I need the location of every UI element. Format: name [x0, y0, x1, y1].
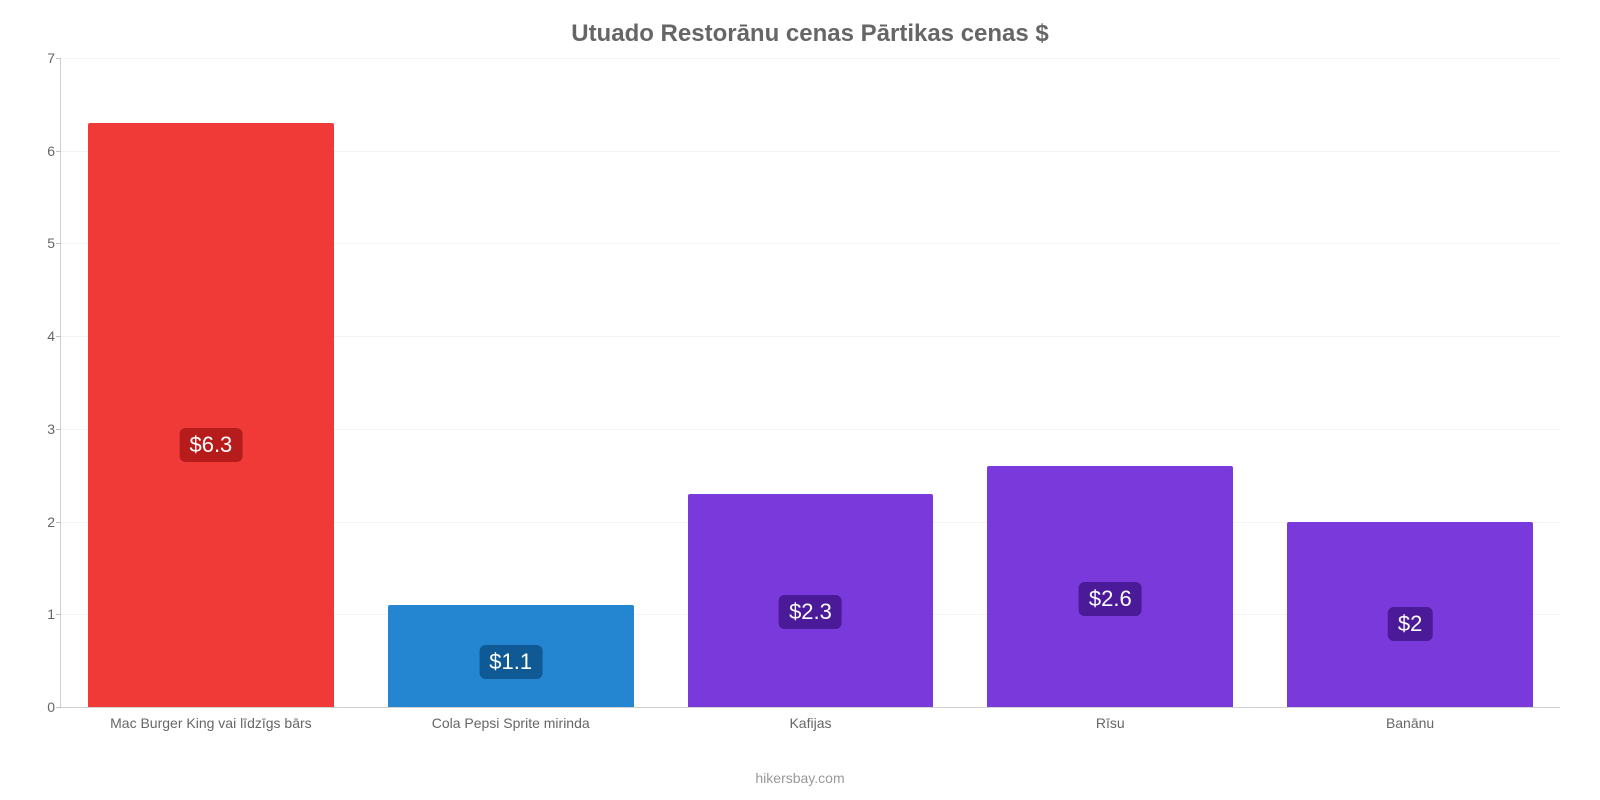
bar-value-label: $2.3	[779, 595, 842, 629]
x-axis-label: Cola Pepsi Sprite mirinda	[361, 707, 661, 731]
bar-value-label: $1.1	[479, 645, 542, 679]
chart-title: Utuado Restorānu cenas Pārtikas cenas $	[60, 20, 1560, 48]
bar: $1.1	[388, 605, 634, 707]
plot-area: $6.3$1.1$2.3$2.6$2 Mac Burger King vai l…	[60, 58, 1560, 708]
bar-slot: $2	[1260, 58, 1560, 707]
x-axis-label: Rīsu	[960, 707, 1260, 731]
bar: $2.3	[688, 494, 934, 707]
x-axis-label: Mac Burger King vai līdzīgs bārs	[61, 707, 361, 731]
y-tick-label: 7	[31, 50, 55, 66]
x-axis: Mac Burger King vai līdzīgs bārsCola Pep…	[61, 707, 1560, 731]
bar-slot: $6.3	[61, 58, 361, 707]
bar-slot: $2.6	[960, 58, 1260, 707]
y-tick-label: 5	[31, 235, 55, 251]
chart-container: Utuado Restorānu cenas Pārtikas cenas $ …	[0, 0, 1600, 800]
y-tick-label: 3	[31, 421, 55, 437]
bar-slot: $1.1	[361, 58, 661, 707]
bar-value-label: $2.6	[1079, 582, 1142, 616]
bars-group: $6.3 $1.1 $2.3 $2.6 $2	[61, 58, 1560, 707]
y-tick-label: 1	[31, 606, 55, 622]
bar: $6.3	[88, 123, 334, 707]
bar: $2.6	[987, 466, 1233, 707]
y-tick-mark	[56, 707, 61, 708]
attribution-text: hikersbay.com	[0, 770, 1600, 786]
bar-value-label: $2	[1388, 607, 1432, 641]
y-tick-label: 0	[31, 699, 55, 715]
x-axis-label: Banānu	[1260, 707, 1560, 731]
bar: $2	[1287, 522, 1533, 707]
y-tick-label: 2	[31, 514, 55, 530]
bar-slot: $2.3	[661, 58, 961, 707]
bar-value-label: $6.3	[179, 428, 242, 462]
y-tick-label: 6	[31, 143, 55, 159]
y-tick-label: 4	[31, 328, 55, 344]
x-axis-label: Kafijas	[661, 707, 961, 731]
